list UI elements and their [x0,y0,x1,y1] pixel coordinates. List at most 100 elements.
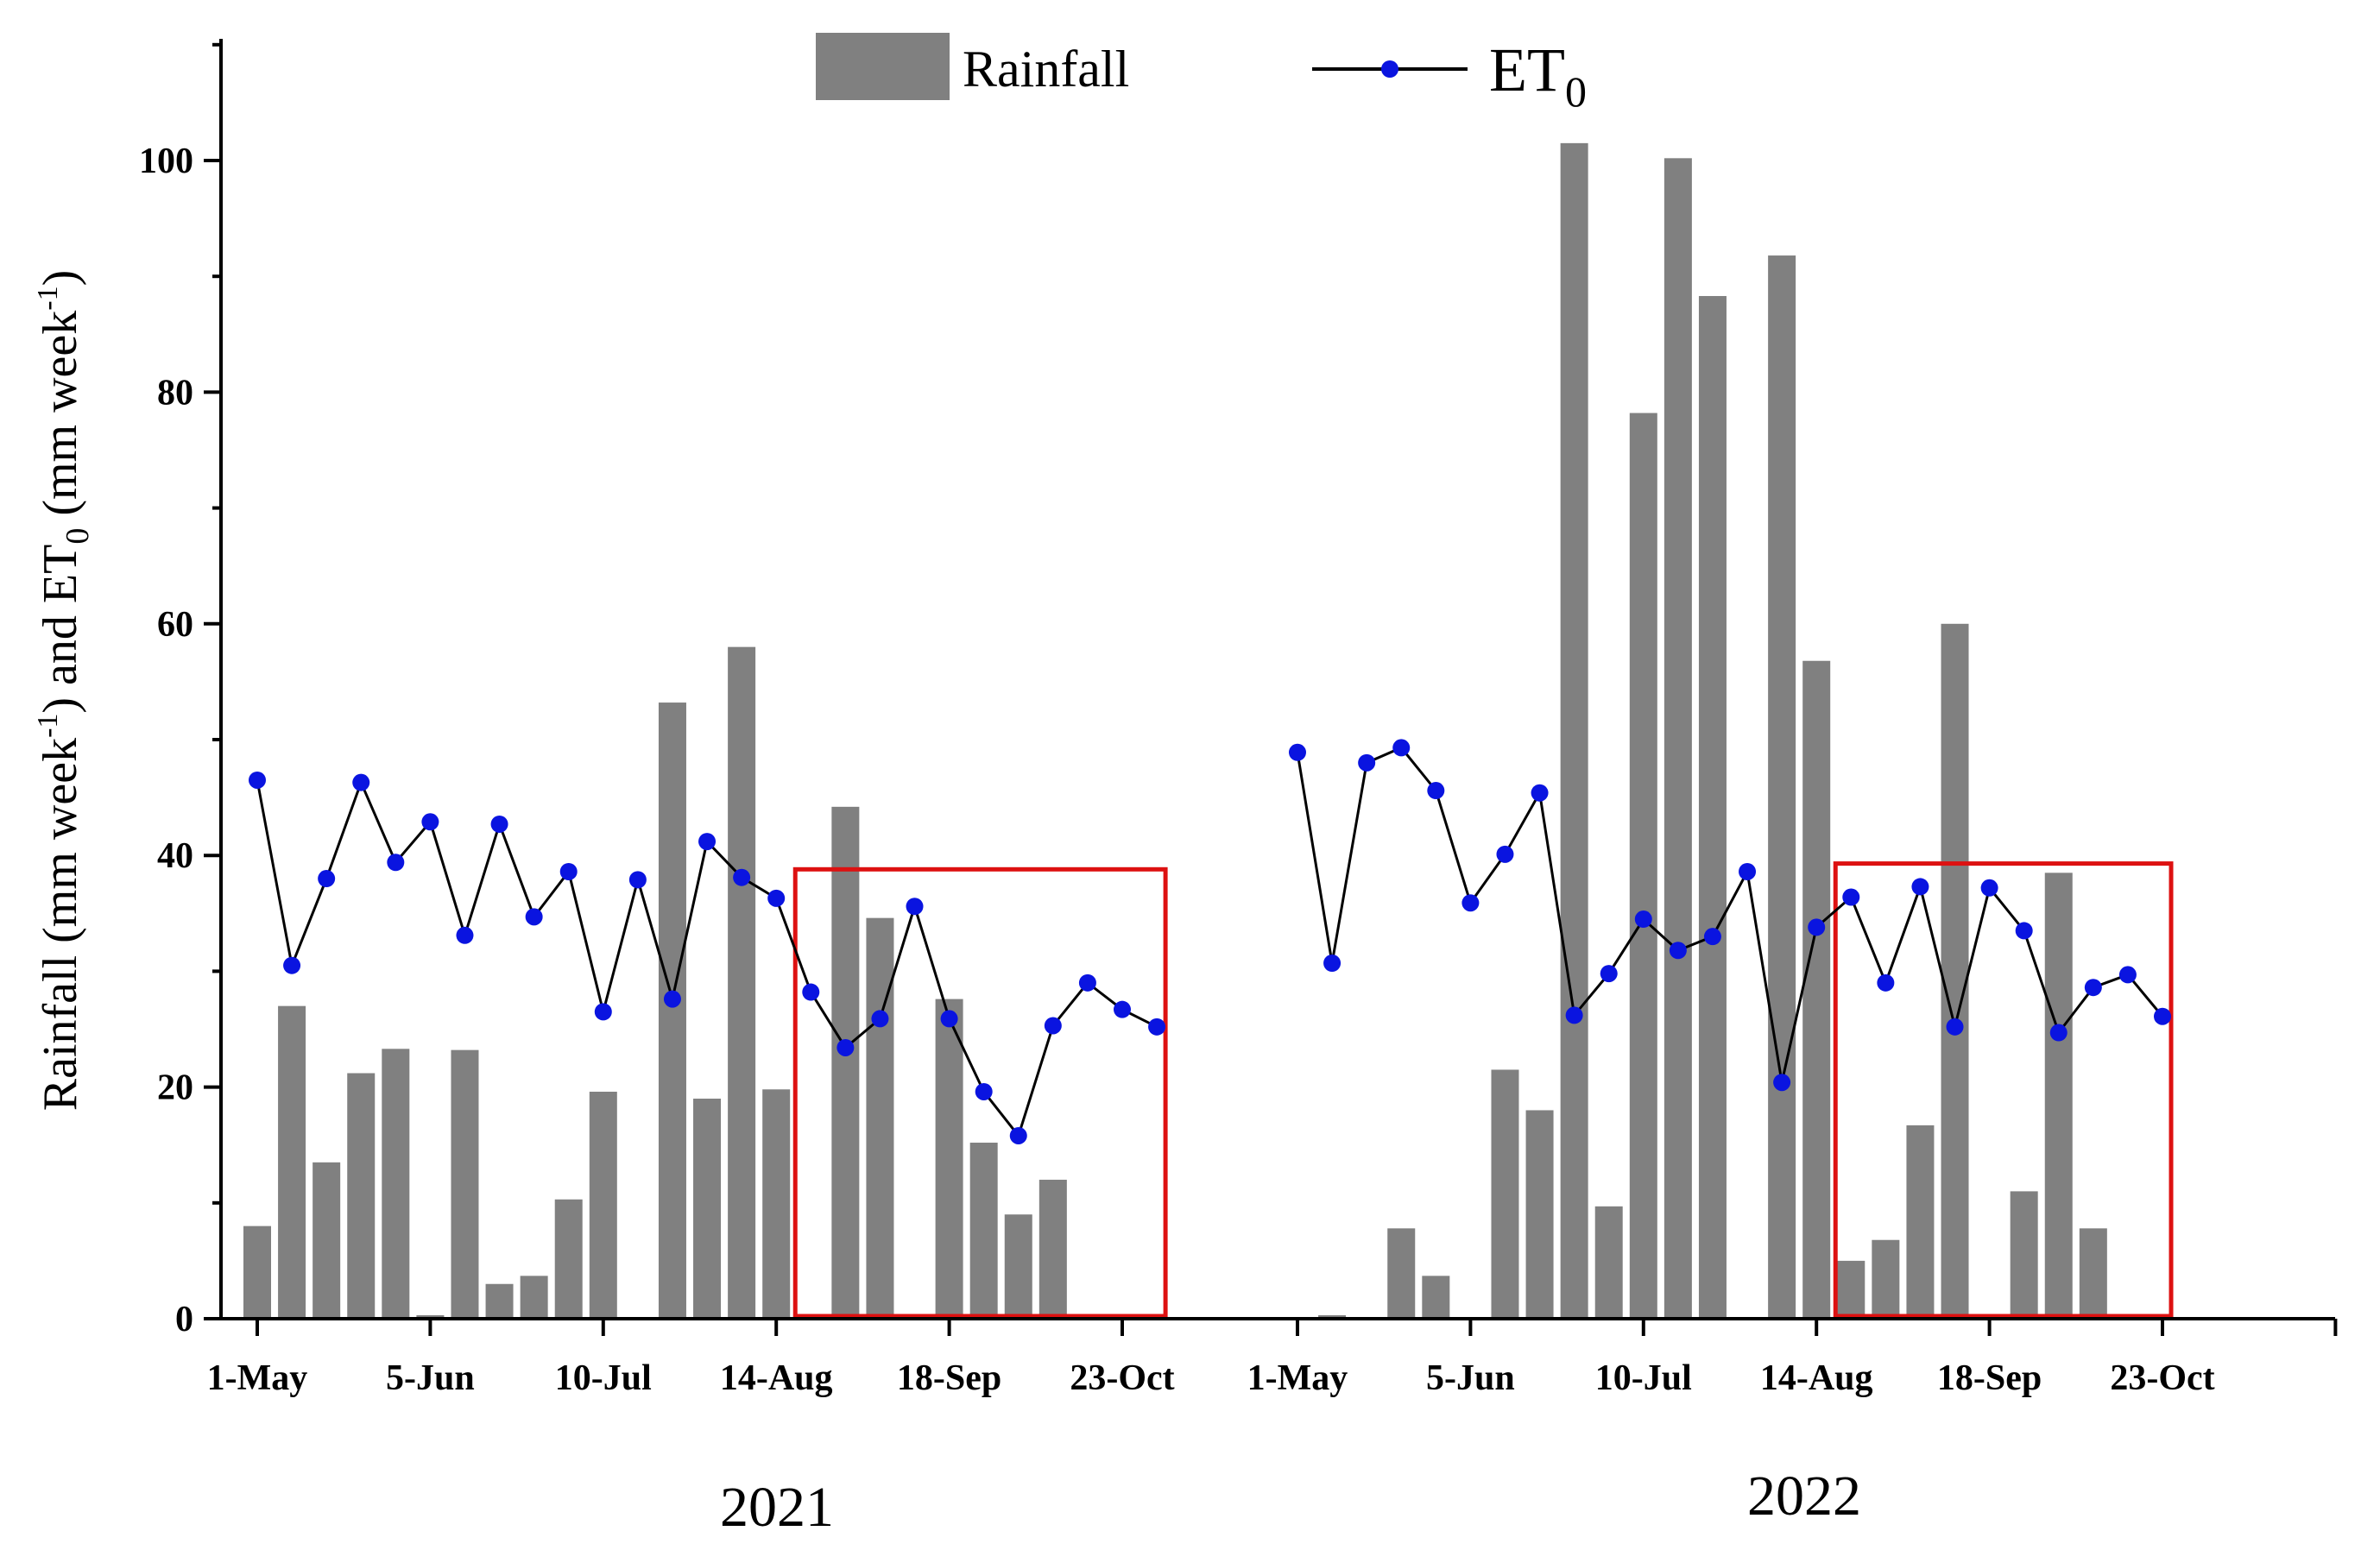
rainfall-bars [243,142,2107,1320]
et0-point [1842,888,1860,906]
rainfall-bar [1941,623,1969,1319]
rainfall-bar [1837,1260,1865,1319]
et0-point [1044,1017,1062,1035]
et0-point [733,868,751,886]
et0-point [871,1010,889,1028]
et0-point [663,990,681,1008]
et0-point [2084,979,2102,997]
rainfall-bar [762,1089,791,1319]
rainfall-bar [1560,142,1588,1319]
y-tick-label: 0 [175,1300,193,1339]
rainfall-bar [1004,1214,1032,1319]
highlight-box [1833,861,2174,1319]
et0-point [1427,782,1445,800]
rainfall-bar [451,1049,479,1319]
et0-point [1634,910,1652,929]
rainfall-bar [831,806,860,1319]
et0-point [1669,942,1687,960]
et0-point [490,815,508,833]
y-tick-label: 100 [139,142,193,181]
et0-point [2118,966,2137,984]
rainfall-bar [1872,1239,1900,1319]
x-tick-label: 10-Jul [555,1358,652,1398]
rainfall-bar [2010,1191,2038,1319]
et0-point [1009,1126,1027,1144]
legend-rainfall-label: Rainfall [963,41,1129,98]
x-tick-label: 10-Jul [1595,1358,1692,1398]
highlight-boxes [792,861,2174,1319]
x-tick-label: 1-May [207,1358,308,1398]
et0-lines [249,739,2171,1144]
rainfall-bar [1525,1110,1554,1319]
et0-point [1980,879,1998,897]
et0-point [387,854,405,872]
rainfall-bar [589,1091,617,1319]
x-tick-label: 5-Jun [1426,1358,1515,1398]
rainfall-bar [1698,296,1727,1319]
rainfall-bar [554,1199,583,1319]
x-tick-label: 14-Aug [720,1358,833,1398]
et0-point [1461,894,1480,912]
rainfall-bar [1802,660,1831,1319]
et0-point [1392,739,1411,757]
et0-point [1148,1018,1166,1036]
et0-point [1114,1000,1131,1018]
et0-point [1773,1074,1791,1092]
rainfall-bar [243,1226,271,1319]
et0-point [525,908,543,926]
x-tick-label: 18-Sep [1937,1358,2042,1398]
et0-point [1946,1018,1964,1036]
et0-point [802,983,820,1001]
et0-point [318,870,336,888]
x-tick-label: 18-Sep [897,1358,1001,1398]
rainfall-bar [693,1099,722,1319]
et0-point [559,862,578,880]
rainfall-bar [485,1283,514,1319]
rainfall-bar [1387,1228,1416,1319]
rainfall-bar [1318,1314,1347,1319]
legend: Rainfall ET0 [816,33,1587,116]
rainfall-bar [1038,1179,1067,1319]
et0-point [1911,878,1929,896]
rainfall-bar [312,1162,341,1319]
et0-point [1289,743,1306,761]
et0-point [698,833,717,851]
et0-point [1358,753,1376,772]
year-label-2021: 2021 [720,1476,834,1539]
et0-point [594,1003,612,1021]
rainfall-bar [866,917,894,1319]
et0-point [1565,1006,1583,1024]
legend-rainfall-swatch [816,33,950,100]
et0-point [1877,973,1895,992]
legend-et0-marker [1381,60,1398,78]
rainfall-bar [416,1314,445,1319]
legend-et0-label: ET0 [1489,35,1587,116]
x-tick-label: 23-Oct [2110,1358,2214,1398]
y-tick-label: 20 [157,1068,193,1108]
rainfall-bar [1768,255,1796,1320]
et0-line [1296,746,2164,1083]
rainfall-bar [2044,873,2073,1319]
et0-point [2154,1007,2171,1025]
et0-point [421,813,439,831]
rainfall-bar [935,999,963,1319]
et0-point [975,1082,993,1100]
rainfall-bar [1629,413,1657,1319]
et0-point [352,773,370,791]
rainfall-bar [2079,1228,2107,1319]
et0-point [2049,1024,2068,1042]
y-tick-label: 80 [157,373,193,413]
et0-point [836,1038,855,1056]
et0-point [249,771,266,789]
et0-point [767,889,786,907]
rainfall-bar [728,646,756,1319]
x-tick-label: 1-May [1247,1358,1348,1398]
et0-point [906,898,924,916]
et0-point [1808,918,1826,936]
rainfall-bar [969,1143,998,1319]
rainfall-bar [347,1073,376,1319]
x-tick-label: 5-Jun [386,1358,475,1398]
et0-point [1496,845,1514,863]
rainfall-bar [658,703,686,1319]
y-tick-label: 60 [157,605,193,645]
